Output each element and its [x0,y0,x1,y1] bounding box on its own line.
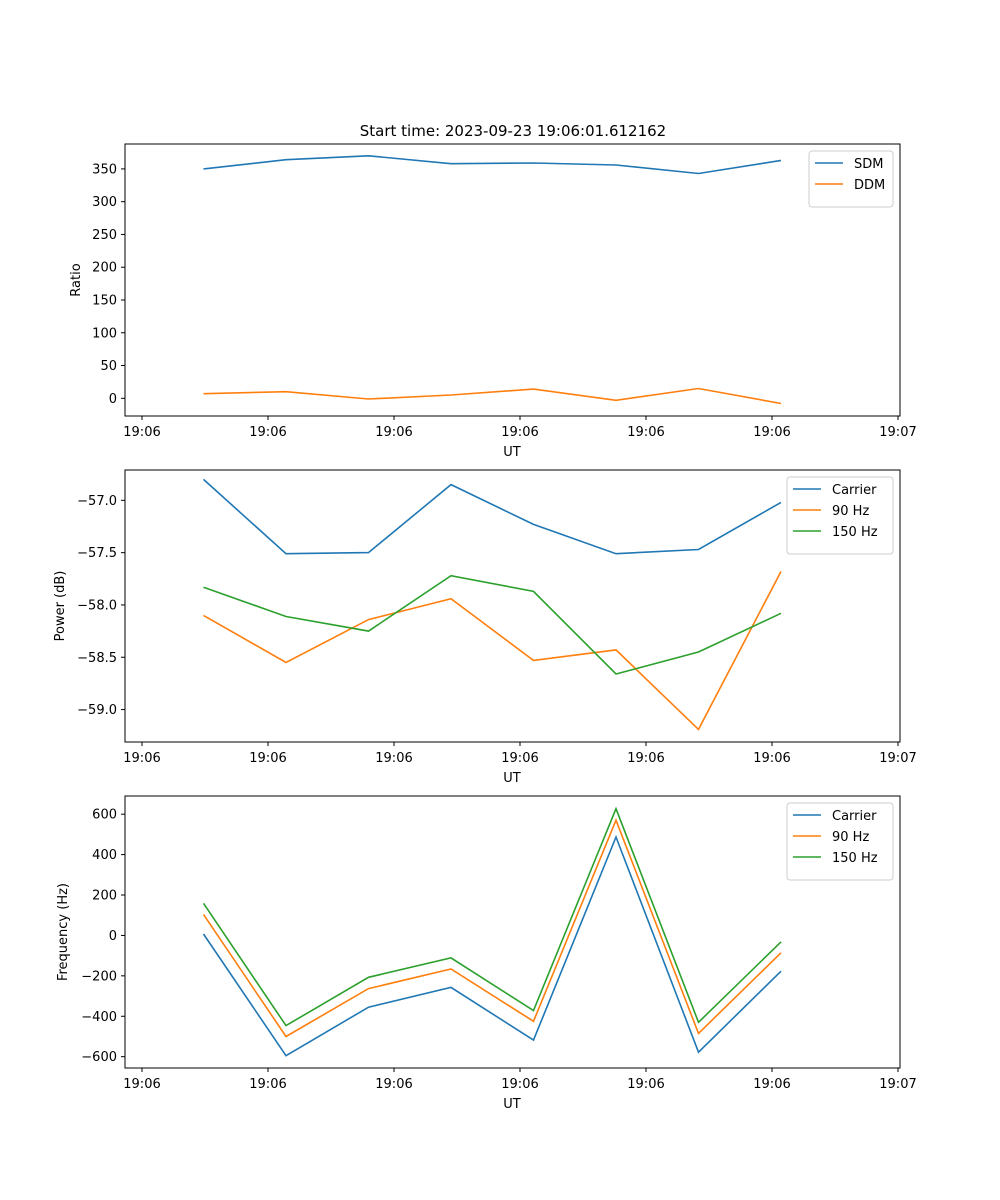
y-tick-label: −200 [81,969,117,984]
y-tick-label: −58.0 [77,598,117,613]
x-tick-label: 19:07 [879,1077,916,1092]
x-tick-label: 19:06 [753,751,790,766]
y-axis-label: Ratio [69,263,84,296]
series-line-ddm [203,387,782,405]
legend-box [786,802,894,881]
legend-label: Carrier [832,483,877,498]
series-line-carrier [202,478,782,555]
chart-panel-2: 19:06 19:06 19:06 19:06 19:06 19:06 19:07 −57.0… [53,469,917,786]
legend: Carrier 90 Hz 150 Hz [786,476,894,555]
x-tick-label: 19:06 [249,425,286,440]
x-tick-label: 19:06 [627,1077,664,1092]
chart-panel-3: 19:06 19:06 19:06 19:06 19:06 19:06 19:07 −600 −… [56,795,917,1112]
y-tick-label: −59.0 [77,703,117,718]
x-tick-label: 19:06 [123,425,160,440]
y-tick-label: 350 [92,162,117,177]
legend-label: Carrier [832,809,877,824]
figure-title: Start time: 2023-09-23 19:06:01.612162 [360,122,666,140]
y-tick-label: 0 [109,929,117,944]
legend-label: 90 Hz [832,504,869,519]
plot-frame [124,143,901,417]
x-tick-label: 19:06 [753,425,790,440]
legend-box [808,150,894,208]
x-axis-label: UT [503,445,521,460]
x-tick-label: 19:06 [501,751,538,766]
legend-label: SDM [854,157,883,172]
y-tick-label: 200 [92,261,117,276]
x-tick-label: 19:07 [879,425,916,440]
y-tick-label: 250 [92,228,117,243]
y-tick-label: 150 [92,293,117,308]
x-tick-label: 19:06 [375,425,412,440]
series-line-carrier [202,834,782,1057]
chart-panel-1: 19:06 19:06 19:06 19:06 19:06 19:06 19:07 0 50 10… [69,143,917,460]
legend-box [786,476,894,555]
y-tick-label: −57.0 [77,494,117,509]
y-tick-label: −58.5 [77,651,117,666]
legend: Carrier 90 Hz 150 Hz [786,802,894,881]
series-line-150-hz [203,574,782,675]
x-axis-label: UT [503,1097,521,1112]
panels: 19:06 19:06 19:06 19:06 19:06 19:06 19:07 0 50 10… [53,143,917,1112]
series-line-90-hz [202,818,782,1038]
x-axis-label: UT [503,771,521,786]
series-line-sdm [203,154,782,175]
y-tick-label: 400 [92,848,117,863]
series-line-150-hz [202,806,782,1027]
legend: SDM DDM [808,150,894,208]
x-tick-label: 19:06 [375,751,412,766]
plot-frame [124,795,901,1069]
y-tick-label: 200 [92,889,117,904]
x-tick-label: 19:06 [627,425,664,440]
y-tick-label: −600 [81,1050,117,1065]
y-tick-label: 0 [109,392,117,407]
x-tick-label: 19:06 [753,1077,790,1092]
y-tick-label: −57.5 [77,546,117,561]
y-tick-label: 300 [92,195,117,210]
x-tick-label: 19:06 [249,1077,286,1092]
x-tick-label: 19:06 [501,425,538,440]
x-tick-label: 19:06 [501,1077,538,1092]
x-tick-label: 19:06 [123,1077,160,1092]
y-tick-label: 100 [92,326,117,341]
y-tick-label: −400 [81,1010,117,1025]
legend-label: 150 Hz [832,851,878,866]
x-tick-label: 19:06 [375,1077,412,1092]
legend-label: DDM [854,178,885,193]
legend-label: 90 Hz [832,830,869,845]
plot-frame [124,469,901,743]
x-tick-label: 19:06 [123,751,160,766]
y-tick-label: 50 [100,359,117,374]
series-line-90-hz [203,571,782,731]
y-axis-label: Power (dB) [53,571,68,642]
legend-label: 150 Hz [832,525,878,540]
x-tick-label: 19:06 [627,751,664,766]
y-axis-label: Frequency (Hz) [56,883,71,981]
x-tick-label: 19:06 [249,751,286,766]
x-tick-label: 19:07 [879,751,916,766]
y-tick-label: 600 [92,808,117,823]
